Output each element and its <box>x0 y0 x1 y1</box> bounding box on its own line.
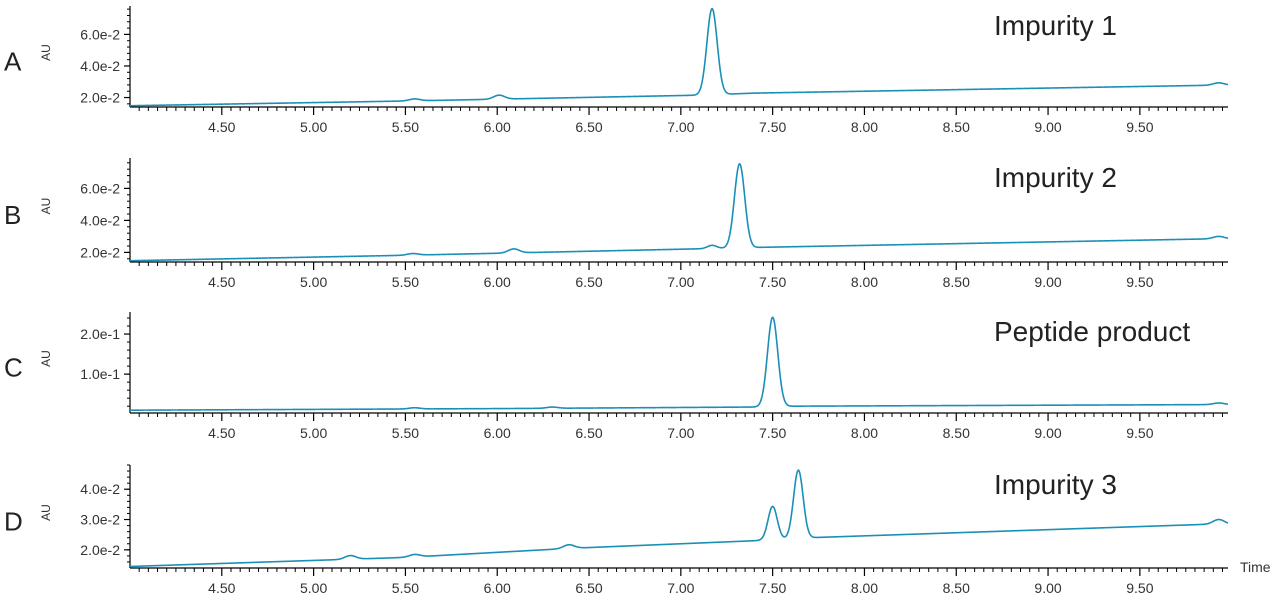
panel-letter: C <box>4 353 23 383</box>
y-tick-label: 2.0e-2 <box>80 542 120 558</box>
x-tick-label: 6.00 <box>484 425 511 441</box>
panel-title: Impurity 2 <box>994 162 1117 193</box>
panel-title: Impurity 3 <box>994 469 1117 500</box>
x-tick-label: 4.50 <box>208 119 235 135</box>
y-axis-label: AU <box>39 44 53 61</box>
x-tick-label: 9.50 <box>1126 119 1153 135</box>
x-tick-label: 9.00 <box>1034 580 1061 596</box>
panel-letter: D <box>4 507 23 537</box>
x-tick-label: 4.50 <box>208 580 235 596</box>
x-tick-label: 5.00 <box>300 274 327 290</box>
x-tick-label: 5.00 <box>300 425 327 441</box>
x-tick-label: 8.50 <box>943 119 970 135</box>
x-tick-label: 7.50 <box>759 425 786 441</box>
x-tick-label: 8.00 <box>851 274 878 290</box>
x-tick-label: 6.50 <box>575 425 602 441</box>
y-axis-label: AU <box>39 504 53 521</box>
x-tick-label: 8.00 <box>851 425 878 441</box>
x-tick-label: 7.50 <box>759 119 786 135</box>
panel-title: Peptide product <box>994 316 1190 347</box>
y-tick-label: 4.0e-2 <box>80 212 120 228</box>
x-tick-label: 8.50 <box>943 274 970 290</box>
chromatogram-trace <box>129 7 1229 107</box>
x-tick-label: 8.00 <box>851 119 878 135</box>
y-tick-label: 2.0e-2 <box>80 90 120 106</box>
y-tick-label: 4.0e-2 <box>80 481 120 497</box>
x-tick-label: 4.50 <box>208 425 235 441</box>
x-tick-label: 9.00 <box>1034 274 1061 290</box>
x-tick-label: 5.00 <box>300 119 327 135</box>
x-tick-label: 6.00 <box>484 580 511 596</box>
x-tick-label: 7.00 <box>667 425 694 441</box>
chromatogram-trace <box>129 163 1229 262</box>
x-tick-label: 7.50 <box>759 580 786 596</box>
x-tick-label: 6.50 <box>575 274 602 290</box>
y-axis-label: AU <box>39 198 53 215</box>
x-tick-label: 6.50 <box>575 119 602 135</box>
y-tick-label: 6.0e-2 <box>80 26 120 42</box>
x-tick-label: 5.50 <box>392 274 419 290</box>
x-tick-label: 8.50 <box>943 580 970 596</box>
x-tick-label: 4.50 <box>208 274 235 290</box>
x-tick-label: 7.50 <box>759 274 786 290</box>
x-tick-label: 9.50 <box>1126 425 1153 441</box>
y-axis-label: AU <box>39 350 53 367</box>
x-tick-label: 9.00 <box>1034 425 1061 441</box>
y-tick-label: 4.0e-2 <box>80 58 120 74</box>
x-tick-label: 6.00 <box>484 119 511 135</box>
x-tick-label: 5.50 <box>392 580 419 596</box>
y-tick-label: 6.0e-2 <box>80 180 120 196</box>
x-tick-label: 9.00 <box>1034 119 1061 135</box>
x-tick-label: 5.50 <box>392 119 419 135</box>
panel-letter: B <box>4 200 21 230</box>
x-tick-label: 7.00 <box>667 580 694 596</box>
chromatogram-trace <box>129 469 1229 568</box>
y-tick-label: 3.0e-2 <box>80 512 120 528</box>
y-tick-label: 2.0e-2 <box>80 244 120 260</box>
x-tick-label: 6.50 <box>575 580 602 596</box>
x-tick-label: 5.50 <box>392 425 419 441</box>
y-tick-label: 2.0e-1 <box>80 326 120 342</box>
x-tick-label: 8.50 <box>943 425 970 441</box>
panel-title: Impurity 1 <box>994 10 1117 41</box>
x-tick-label: 8.00 <box>851 580 878 596</box>
x-tick-label: 6.00 <box>484 274 511 290</box>
panel-letter: A <box>4 47 22 77</box>
x-tick-label: 7.00 <box>667 274 694 290</box>
x-axis-title: Time <box>1240 559 1271 575</box>
y-tick-label: 1.0e-1 <box>80 366 120 382</box>
x-tick-label: 9.50 <box>1126 580 1153 596</box>
chromatogram-trace <box>129 316 1229 411</box>
x-tick-label: 9.50 <box>1126 274 1153 290</box>
x-tick-label: 7.00 <box>667 119 694 135</box>
x-tick-label: 5.00 <box>300 580 327 596</box>
